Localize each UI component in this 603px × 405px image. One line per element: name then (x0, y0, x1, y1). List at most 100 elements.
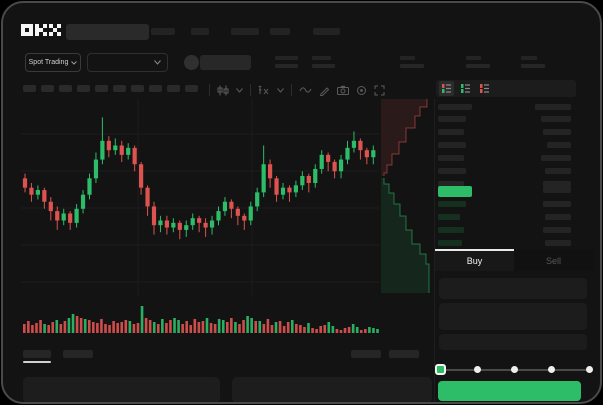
stat-label-placeholder (312, 56, 331, 60)
slider-dot[interactable] (511, 366, 518, 373)
indicators-icon[interactable] (258, 85, 270, 96)
bottom-tab[interactable] (63, 350, 93, 358)
book-both-icon[interactable] (439, 81, 454, 96)
stat-value-placeholder (275, 64, 298, 68)
stat-value-placeholder (521, 64, 545, 68)
bid-row-size[interactable] (438, 227, 464, 233)
price-row-placeholder[interactable] (543, 187, 571, 193)
order-input-placeholder[interactable] (439, 303, 587, 330)
divider (250, 84, 251, 96)
ask-row-size[interactable] (438, 168, 466, 174)
bid-row-size[interactable] (438, 201, 466, 207)
settings-icon[interactable] (356, 85, 367, 96)
stat-value-placeholder (466, 64, 490, 68)
volume-chart[interactable] (23, 303, 383, 335)
chart-type-icon[interactable] (217, 85, 229, 96)
orderbook-header-placeholder[interactable] (438, 104, 472, 110)
buy-tab-label: Buy (466, 256, 483, 266)
ask-row-size[interactable] (438, 129, 464, 135)
order-side-tabs: Buy Sell (435, 249, 593, 271)
line-tool-icon[interactable] (299, 86, 312, 94)
slider-dot[interactable] (585, 366, 593, 373)
ask-row-price[interactable] (543, 181, 571, 187)
nav-item-placeholder[interactable] (191, 28, 209, 35)
candlestick-chart[interactable] (21, 99, 379, 297)
slider-dot[interactable] (473, 366, 481, 373)
chart-footer-control[interactable] (351, 350, 381, 358)
book-bids-icon[interactable] (458, 81, 473, 96)
chart-footer-control[interactable] (389, 350, 419, 358)
divider (209, 84, 210, 96)
bottom-tab-active[interactable] (23, 350, 51, 358)
ask-row-price[interactable] (543, 129, 571, 135)
orderbook-header-placeholder[interactable] (535, 104, 571, 110)
bid-row-price[interactable] (543, 201, 571, 207)
orders-panel-placeholder[interactable] (23, 377, 220, 402)
buy-submit-button[interactable] (438, 381, 581, 401)
book-asks-icon[interactable] (477, 81, 492, 96)
ask-row-price[interactable] (541, 116, 571, 122)
chevron-down-icon[interactable] (277, 87, 284, 93)
avatar[interactable] (184, 55, 199, 70)
interval-button-placeholder[interactable] (185, 85, 198, 92)
nav-item-placeholder[interactable] (231, 28, 259, 35)
interval-button-placeholder[interactable] (113, 85, 126, 92)
nav-item-placeholder[interactable] (270, 28, 290, 35)
ask-row-size[interactable] (438, 155, 464, 161)
stat-label-placeholder (521, 56, 537, 60)
bid-row-price[interactable] (545, 214, 571, 220)
nav-item-placeholder[interactable] (313, 28, 340, 35)
interval-button-placeholder[interactable] (41, 85, 54, 92)
stat-value-placeholder (400, 64, 424, 68)
tab-buy[interactable]: Buy (435, 249, 514, 271)
ask-row-price[interactable] (545, 168, 571, 174)
slider-handle[interactable] (435, 364, 446, 375)
header-action-button[interactable] (200, 55, 251, 70)
last-price-badge[interactable] (438, 186, 472, 197)
market-type-dropdown[interactable]: Spot Trading (25, 53, 81, 72)
interval-button-placeholder[interactable] (167, 85, 180, 92)
bid-row-size[interactable] (438, 240, 462, 246)
chevron-down-icon[interactable] (236, 87, 243, 93)
fullscreen-icon[interactable] (374, 85, 385, 96)
stat-label-placeholder (275, 56, 298, 60)
interval-button-placeholder[interactable] (131, 85, 144, 92)
chevron-down-icon (154, 60, 161, 65)
ask-row-size[interactable] (438, 116, 466, 122)
ask-row-price[interactable] (547, 142, 571, 148)
orderbook-view-toolbar (436, 80, 576, 97)
search-input[interactable] (66, 24, 149, 40)
bid-row-size[interactable] (438, 214, 460, 220)
bottom-tab-underline (23, 361, 51, 363)
chevron-down-icon (71, 60, 78, 65)
ask-row-size[interactable] (438, 181, 464, 187)
pair-selector-dropdown[interactable] (87, 53, 168, 72)
divider (291, 84, 292, 96)
interval-button-placeholder[interactable] (95, 85, 108, 92)
depth-chart[interactable] (381, 99, 433, 293)
chart-toolbar (209, 83, 385, 97)
bid-row-price[interactable] (543, 227, 571, 233)
bid-row-price[interactable] (545, 240, 571, 246)
interval-button-placeholder[interactable] (149, 85, 162, 92)
tab-sell[interactable]: Sell (514, 249, 593, 271)
ask-row-size[interactable] (438, 142, 466, 148)
interval-button-placeholder[interactable] (59, 85, 72, 92)
sell-tab-label: Sell (545, 256, 561, 266)
ask-row-price[interactable] (541, 155, 571, 161)
draw-icon[interactable] (319, 85, 330, 96)
stat-value-placeholder (312, 64, 335, 68)
interval-button-placeholder[interactable] (77, 85, 90, 92)
stat-label-placeholder (400, 56, 415, 60)
order-input-placeholder[interactable] (439, 278, 587, 299)
stat-label-placeholder (466, 56, 481, 60)
nav-item-placeholder[interactable] (151, 28, 175, 35)
history-panel-placeholder[interactable] (232, 377, 432, 402)
slider-dot[interactable] (548, 366, 556, 373)
divider (434, 99, 435, 402)
camera-icon[interactable] (337, 85, 349, 95)
order-input-placeholder[interactable] (439, 334, 587, 350)
interval-button-placeholder[interactable] (23, 85, 36, 92)
okx-logo[interactable] (21, 24, 61, 36)
